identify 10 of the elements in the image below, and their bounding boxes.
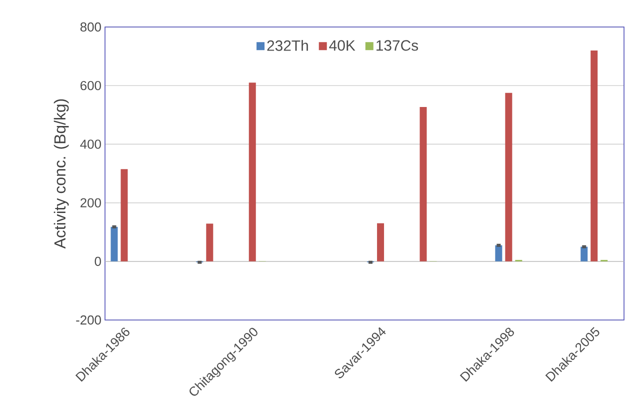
y-tick-label: 400: [80, 140, 101, 149]
y-tick-label: -200: [76, 315, 101, 325]
legend-label: 40K: [329, 40, 356, 51]
legend-label: 232Th: [267, 40, 308, 51]
y-axis-title: Activity conc. (Bq/kg): [54, 99, 69, 249]
y-tick-label: 200: [80, 198, 101, 208]
y-tick-label: 800: [80, 22, 101, 32]
y-tick-label: 600: [80, 81, 101, 90]
legend-label: 137Cs: [376, 40, 418, 51]
y-tick-label: 0: [94, 256, 101, 266]
